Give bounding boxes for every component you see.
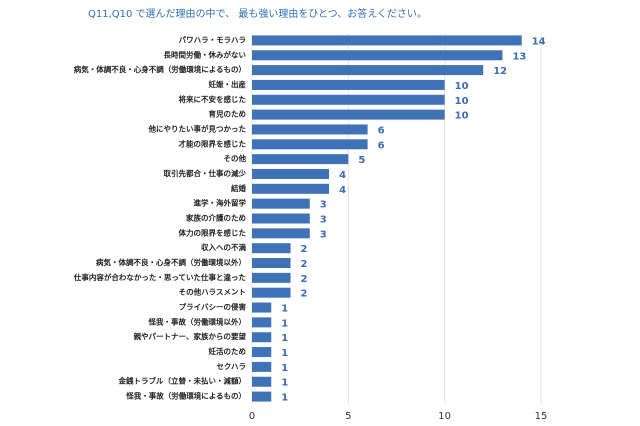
y-tick-label: 妊娠・出産: [209, 79, 247, 89]
value-label: 1: [281, 333, 288, 344]
value-label: 1: [281, 348, 288, 359]
y-tick-label: 取引先都合・仕事の減少: [164, 168, 247, 178]
y-tick-label: 怪我・事故（労働環境によるもの）: [126, 391, 246, 401]
bar: [252, 168, 330, 179]
value-label: 6: [378, 140, 385, 151]
value-label: 4: [339, 170, 346, 181]
y-tick-label: 金銭トラブル（立替・未払い・減額）: [118, 376, 247, 386]
y-tick-label: 親やパートナー、家族からの要望: [134, 331, 247, 341]
x-tick-label: 15: [535, 411, 548, 422]
value-label: 14: [532, 36, 546, 47]
bar: [252, 65, 484, 76]
value-label: 3: [320, 200, 327, 211]
bar: [252, 376, 272, 387]
value-label: 12: [493, 66, 507, 77]
bar: [252, 302, 272, 313]
value-label: 2: [301, 244, 308, 255]
y-tick-label: 育児のため: [209, 109, 247, 119]
y-tick-label: プライバシーの侵害: [179, 302, 247, 312]
bar: [252, 50, 503, 61]
value-label: 1: [281, 304, 288, 315]
bar: [252, 139, 368, 150]
y-tick-label: 病気・体調不良・心身不調（労働環境によるもの）: [74, 64, 246, 74]
bar: [252, 287, 291, 298]
y-tick-label: その他ハラスメント: [179, 287, 246, 297]
bar: [252, 347, 272, 358]
y-tick-label: 病気・体調不良・心身不調（労働環境以外）: [96, 257, 246, 267]
bar: [252, 317, 272, 328]
bar: [252, 243, 291, 254]
y-tick-label: 才能の限界を感じた: [179, 138, 247, 148]
bar: [252, 361, 272, 372]
bar: [252, 109, 445, 120]
value-label: 10: [455, 81, 469, 92]
bar: [252, 35, 522, 46]
value-label: 10: [455, 111, 469, 122]
y-tick-label: セクハラ: [216, 361, 246, 371]
x-tick-label: 0: [249, 411, 255, 422]
bar: [252, 154, 349, 165]
bar: [252, 228, 310, 239]
y-tick-label: 将来に不安を感じた: [179, 94, 247, 104]
y-tick-label: 他にやりたい事が見つかった: [148, 123, 247, 133]
value-label: 13: [512, 51, 526, 62]
y-tick-label: パワハラ・モラハラ: [179, 34, 246, 44]
y-tick-label: 結婚: [231, 183, 246, 193]
bar: [252, 94, 445, 105]
y-tick-label: 進学・海外留学: [194, 198, 247, 208]
value-label: 6: [378, 125, 385, 136]
value-label: 2: [301, 289, 308, 300]
y-tick-label: 怪我・事故（労働環境以外）: [149, 316, 247, 326]
bar: [252, 183, 330, 194]
value-label: 2: [301, 274, 308, 285]
y-tick-label: 体力の限界を感じた: [179, 227, 247, 237]
y-tick-label: その他: [224, 153, 247, 163]
y-tick-label: 長時間労働・休みがない: [164, 49, 247, 59]
bar: [252, 258, 291, 269]
x-tick-label: 5: [345, 411, 351, 422]
bar: [252, 213, 310, 224]
bar: [252, 79, 445, 90]
value-label: 3: [320, 215, 327, 226]
value-label: 5: [358, 155, 365, 166]
value-label: 10: [455, 96, 469, 107]
value-label: 1: [281, 363, 288, 374]
y-tick-label: 仕事内容が合わなかった・思っていた仕事と違った: [73, 272, 246, 282]
bar: [252, 391, 272, 402]
value-label: 2: [301, 259, 308, 270]
chart-title: Q11,Q10 で選んだ理由の中で、 最も強い理由をひとつ、お答えください。: [88, 7, 427, 20]
bar: [252, 332, 272, 343]
value-label: 3: [320, 229, 327, 240]
bar: [252, 272, 291, 283]
y-tick-label: 妊活のため: [209, 346, 247, 356]
value-label: 1: [281, 378, 288, 389]
bar: [252, 124, 368, 135]
value-label: 1: [281, 393, 288, 404]
y-tick-label: 家族の介護のため: [186, 213, 246, 223]
bar: [252, 198, 310, 209]
value-label: 1: [281, 318, 288, 329]
value-label: 4: [339, 185, 346, 196]
y-tick-label: 収入への不満: [201, 242, 246, 252]
x-tick-label: 10: [438, 411, 451, 422]
